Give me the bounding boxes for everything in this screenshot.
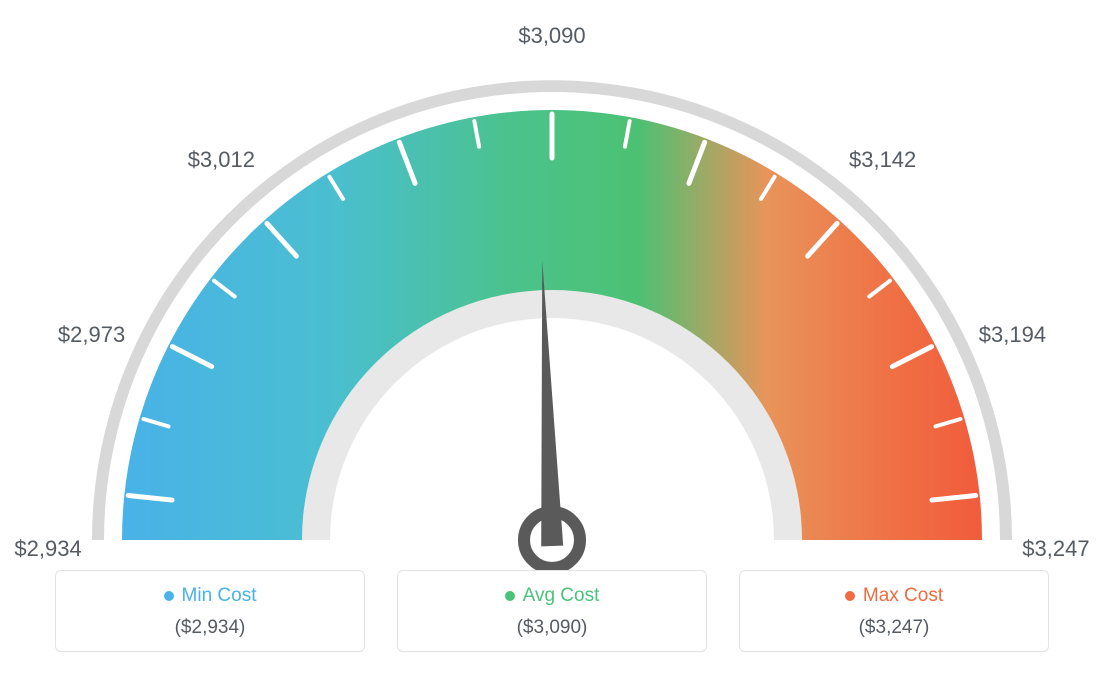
gauge-tick-label: $3,012 xyxy=(188,147,255,173)
legend-value-avg: ($3,090) xyxy=(398,617,706,639)
legend-card-min: Min Cost ($2,934) xyxy=(55,570,365,652)
legend-card-max: Max Cost ($3,247) xyxy=(739,570,1049,652)
legend-label-max: Max Cost xyxy=(863,585,943,607)
gauge-chart: $2,934 $2,973 $3,012 $3,090 $3,142 $3,194 $3,2… xyxy=(0,0,1104,570)
gauge-tick-label: $3,090 xyxy=(518,23,585,49)
gauge-tick-label: $2,973 xyxy=(58,322,125,348)
legend-dot-min xyxy=(164,591,174,601)
gauge-tick-label: $2,934 xyxy=(14,536,81,562)
legend-card-avg: Avg Cost ($3,090) xyxy=(397,570,707,652)
gauge-tick-label: $3,142 xyxy=(849,147,916,173)
gauge-tick-label: $3,247 xyxy=(1022,536,1089,562)
legend-dot-avg xyxy=(505,591,515,601)
legend-row: Min Cost ($2,934) Avg Cost ($3,090) Max … xyxy=(0,570,1104,672)
legend-label-min: Min Cost xyxy=(182,585,257,607)
legend-value-max: ($3,247) xyxy=(740,617,1048,639)
legend-dot-max xyxy=(845,591,855,601)
gauge-tick-label: $3,194 xyxy=(979,322,1046,348)
legend-label-avg: Avg Cost xyxy=(523,585,600,607)
gauge-svg xyxy=(0,0,1104,570)
legend-value-min: ($2,934) xyxy=(56,617,364,639)
